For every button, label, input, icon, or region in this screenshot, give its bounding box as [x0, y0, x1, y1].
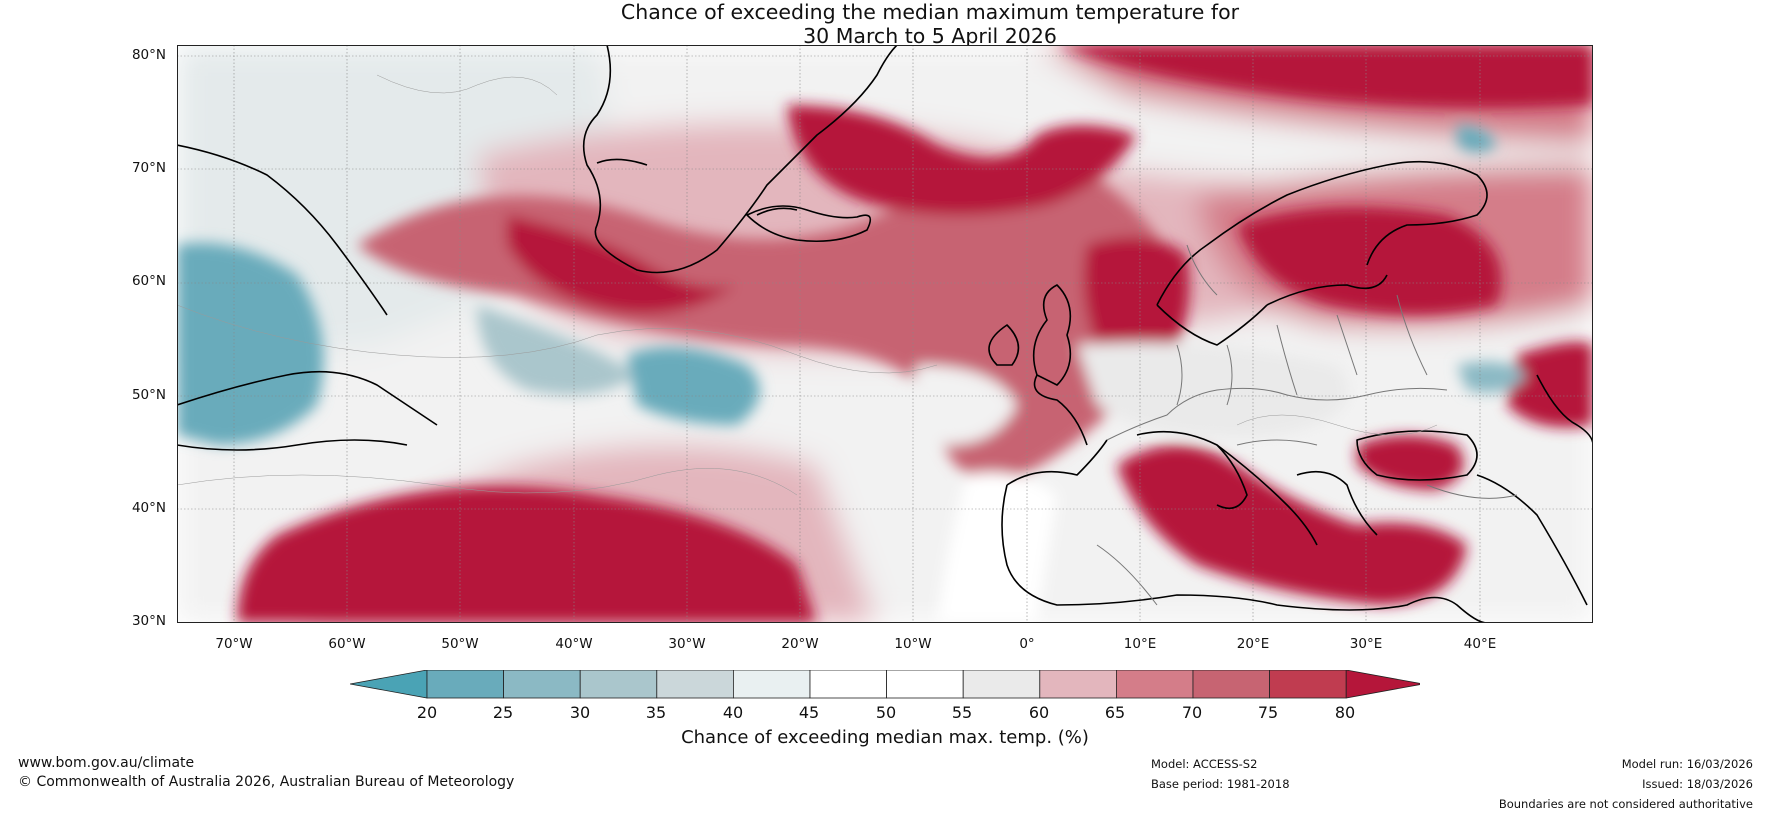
colorbar-bin — [809, 670, 887, 699]
lon-label-30e: 30°E — [1349, 636, 1383, 652]
lon-label-20w: 20°W — [781, 636, 819, 652]
colorbar-bin — [886, 670, 964, 699]
colorbar-bin — [426, 670, 504, 699]
colorbar-tick-75: 75 — [1257, 703, 1279, 722]
footer-copyright: © Commonwealth of Australia 2026, Austra… — [18, 774, 515, 790]
lon-label-30w: 30°W — [668, 636, 706, 652]
colorbar-tick-40: 40 — [722, 703, 744, 722]
lon-label-10e: 10°E — [1123, 636, 1157, 652]
footer-url: www.bom.gov.au/climate — [18, 755, 195, 771]
lon-label-40e: 40°E — [1463, 636, 1497, 652]
title-line-2: 30 March to 5 April 2026 — [803, 24, 1057, 48]
footer-issued: Issued: 18/03/2026 — [1642, 777, 1753, 791]
lat-label-50n: 50°N — [131, 387, 166, 403]
colorbar-tick-60: 60 — [1028, 703, 1050, 722]
lon-label-20e: 20°E — [1236, 636, 1270, 652]
probability-map — [177, 45, 1593, 623]
lon-label-70w: 70°W — [215, 636, 253, 652]
colorbar-tick-35: 35 — [645, 703, 667, 722]
colorbar-bin — [1039, 670, 1117, 699]
lat-label-40n: 40°N — [131, 500, 166, 516]
colorbar-tick-65: 65 — [1104, 703, 1126, 722]
colorbar-tick-50: 50 — [875, 703, 897, 722]
colorbar-label: Chance of exceeding median max. temp. (%… — [681, 727, 1089, 748]
colorbar-tick-70: 70 — [1181, 703, 1203, 722]
map-canvas — [177, 45, 1593, 623]
colorbar-bin — [1269, 670, 1347, 699]
lon-label-40w: 40°W — [555, 636, 593, 652]
lon-label-0: 0° — [1019, 636, 1035, 652]
colorbar-bin — [1192, 670, 1270, 699]
lon-label-50w: 50°W — [441, 636, 479, 652]
colorbar-tick-80: 80 — [1334, 703, 1356, 722]
shading-medium — [177, 45, 1593, 623]
colorbar-bin — [503, 670, 581, 699]
lat-label-30n: 30°N — [131, 613, 166, 629]
colorbar-tick-30: 30 — [569, 703, 591, 722]
lat-label-80n: 80°N — [131, 47, 166, 63]
lon-label-60w: 60°W — [328, 636, 366, 652]
country-borders — [1096, 244, 1518, 606]
colorbar-tick-45: 45 — [798, 703, 820, 722]
lat-label-70n: 70°N — [131, 160, 166, 176]
footer-disclaimer: Boundaries are not considered authoritat… — [1498, 797, 1753, 811]
lat-label-60n: 60°N — [131, 273, 166, 289]
colorbar-bin — [579, 670, 658, 699]
footer-model-run: Model run: 16/03/2026 — [1621, 757, 1753, 771]
footer-model: Model: ACCESS-S2 — [1151, 757, 1258, 771]
colorbar-tick-25: 25 — [492, 703, 514, 722]
colorbar — [350, 670, 1420, 699]
colorbar-bin — [962, 670, 1041, 699]
colorbar-tick-20: 20 — [416, 703, 438, 722]
colorbar-extend-low — [350, 670, 428, 699]
colorbar-bin — [1116, 670, 1194, 699]
title-line-1: Chance of exceeding the median maximum t… — [620, 0, 1240, 24]
colorbar-bin — [656, 670, 734, 699]
colorbar-extend-high — [1345, 670, 1420, 699]
lon-label-10w: 10°W — [894, 636, 932, 652]
contour-lines — [177, 74, 1438, 496]
colorbar-tick-55: 55 — [951, 703, 973, 722]
coastlines — [177, 45, 1593, 623]
chart-title: Chance of exceeding the median maximum t… — [0, 0, 1770, 48]
colorbar-bin — [732, 670, 811, 699]
footer-base-period: Base period: 1981-2018 — [1151, 777, 1290, 791]
